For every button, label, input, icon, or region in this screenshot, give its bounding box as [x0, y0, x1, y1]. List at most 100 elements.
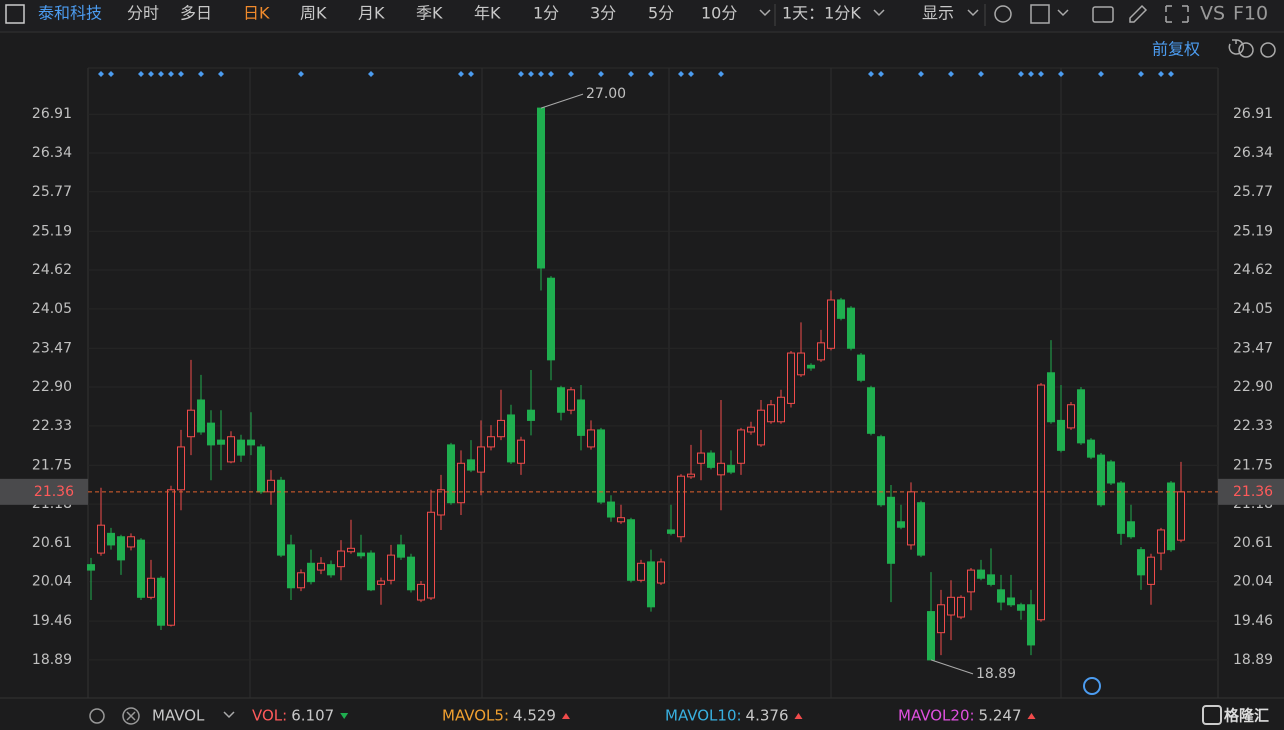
draw-icon[interactable] [1129, 4, 1148, 23]
event-marker [298, 71, 304, 77]
event-marker [918, 71, 924, 77]
event-marker [168, 71, 174, 77]
period-select[interactable]: 1天：1分K [782, 4, 861, 23]
y-tick-label: 25.19 [32, 223, 72, 239]
candle-body [197, 399, 205, 433]
indicator-close[interactable] [122, 707, 140, 725]
candle-body [907, 491, 915, 546]
event-marker [868, 71, 874, 77]
logo: 格隆汇 [1224, 707, 1269, 725]
panel-icon[interactable] [5, 4, 25, 24]
settings-icon[interactable] [994, 5, 1012, 23]
candle-body [287, 544, 295, 589]
candle-body [337, 550, 345, 568]
candle-body [797, 352, 805, 376]
candle-body [367, 552, 375, 591]
event-marker [518, 71, 524, 77]
candle-body [1007, 597, 1015, 606]
indicator-values: VOL: 6.107 MAVOL5: 4.529 MAVOL10: 4.376 MAVOL2… [252, 707, 1036, 725]
event-marker [688, 71, 694, 77]
candle-body [407, 556, 415, 591]
candle-body [387, 554, 395, 581]
candle-body [137, 539, 145, 598]
period-tab[interactable]: 月K [358, 4, 385, 23]
camera-icon[interactable] [1092, 6, 1114, 23]
y-tick-label: 20.61 [32, 535, 72, 551]
style-icon[interactable] [1030, 4, 1050, 24]
period-tab[interactable]: 1分 [533, 4, 559, 23]
indicator-value: 4.376 [746, 707, 789, 725]
event-marker [108, 71, 114, 77]
y-tick-label-right: 23.47 [1233, 340, 1273, 356]
candle-body [97, 524, 105, 554]
search-icon[interactable] [1083, 677, 1101, 695]
candle-body [877, 436, 885, 506]
annotation-label: 18.89 [976, 666, 1016, 682]
event-marker [648, 71, 654, 77]
candle-body [147, 577, 155, 598]
candle-body [377, 580, 385, 585]
annotation-label: 27.00 [586, 86, 626, 102]
event-marker [458, 71, 464, 77]
period-tab[interactable]: 年K [474, 4, 501, 23]
candle-body [277, 479, 285, 556]
logo-icon [1202, 705, 1222, 725]
period-tab[interactable]: 周K [300, 4, 327, 23]
candle-body [207, 422, 215, 446]
candle-body [787, 352, 795, 404]
candle-body [637, 562, 645, 581]
y-tick-label: 22.90 [32, 379, 72, 395]
event-marker [198, 71, 204, 77]
candle-body [507, 414, 515, 463]
candle-body [557, 387, 565, 413]
last-price-box [0, 478, 88, 505]
candle-body [607, 501, 615, 518]
up-arrow [1027, 713, 1036, 719]
period-tab[interactable]: 分时 [127, 4, 159, 23]
candle-body [577, 399, 585, 436]
period-tab[interactable]: 季K [416, 4, 443, 23]
f10-button[interactable]: F10 [1233, 3, 1268, 25]
month-separators [249, 68, 1062, 698]
candle-body [847, 307, 855, 349]
candle-body [217, 439, 225, 445]
candle-body [567, 389, 575, 411]
candle-body [1047, 372, 1055, 423]
display-menu[interactable]: 显示 [922, 4, 954, 23]
y-tick-label: 20.04 [32, 574, 72, 590]
down-arrow [340, 713, 349, 719]
stock-name[interactable]: 泰和科技 [38, 4, 102, 23]
candle-body [867, 387, 875, 434]
candle-body [357, 552, 365, 557]
event-marker [1098, 71, 1104, 77]
event-marker [1038, 71, 1044, 77]
adjust-menu[interactable]: 前复权 [1152, 40, 1200, 59]
candle-body [647, 561, 655, 608]
period-tab[interactable]: 3分 [590, 4, 616, 23]
period-tab[interactable]: 10分 [701, 4, 737, 23]
candle-body [727, 464, 735, 473]
indicator-label: VOL: [252, 707, 287, 725]
candle-body [1027, 604, 1035, 646]
indicator-dropdown[interactable] [223, 711, 235, 719]
indicator-settings[interactable] [89, 708, 105, 724]
candle-body [997, 589, 1005, 603]
period-tab[interactable]: 多日 [180, 4, 212, 23]
candle-body [767, 404, 775, 423]
zoom-out[interactable] [1238, 42, 1254, 58]
event-marker [468, 71, 474, 77]
dropdown-arrows [759, 9, 1069, 17]
candle-body [547, 277, 555, 361]
last-price-label-right: 21.36 [1233, 484, 1273, 500]
event-marker [878, 71, 884, 77]
y-tick-label-right: 22.33 [1233, 418, 1273, 434]
up-arrow [794, 713, 803, 719]
vs-button[interactable]: VS [1200, 3, 1225, 25]
fullscreen-icon[interactable] [1165, 5, 1189, 23]
y-tick-label-right: 20.04 [1233, 574, 1273, 590]
y-tick-label: 23.47 [32, 340, 72, 356]
period-tab[interactable]: 5分 [648, 4, 674, 23]
period-tab[interactable]: 日K [243, 4, 270, 23]
zoom-in[interactable] [1260, 42, 1276, 58]
indicator-name[interactable]: MAVOL [152, 707, 205, 725]
